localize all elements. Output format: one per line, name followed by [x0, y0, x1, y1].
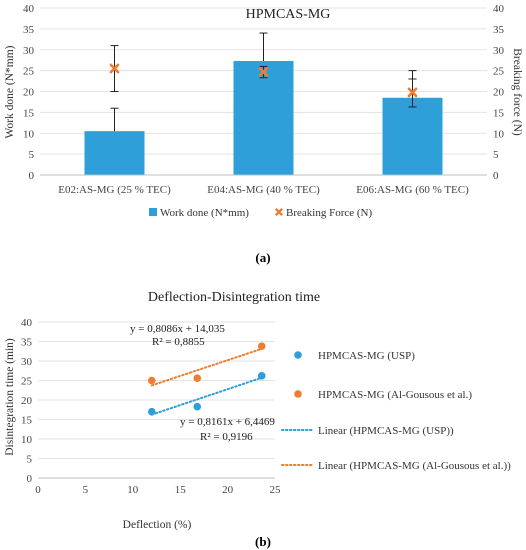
chart-a-category-label: E06:AS-MG (60 % TEC) — [356, 184, 469, 196]
chart-b-y-axis-label: Disintegration time (min) — [4, 338, 16, 456]
chart-a-category-labels: E02:AS-MG (25 % TEC) E04:AS-MG (40 % TEC)… — [58, 184, 469, 196]
chart-a-y2-axis-label: Breaking force (N) — [511, 48, 523, 136]
chart-b-trendline — [150, 347, 263, 387]
chart-b-trendlines — [150, 347, 263, 416]
chart-b-r2-orange: R² = 0,8855 — [152, 336, 205, 348]
chart-b-x-tick: 25 — [270, 484, 282, 496]
chart-a-bar — [84, 131, 145, 175]
chart-b-x-tick: 15 — [175, 484, 187, 496]
chart-a-y2-tick: 5 — [493, 149, 499, 161]
chart-a-y2-tick: 20 — [493, 87, 505, 99]
chart-b-x-tick-labels: 0 5 10 15 20 25 — [35, 484, 281, 496]
chart-a-y2-tick: 40 — [493, 3, 505, 15]
chart-b-point — [147, 376, 156, 385]
chart-b-equation-blue: y = 0,8161x + 6,4469 — [180, 416, 275, 428]
chart-a-y-tick: 25 — [23, 66, 35, 78]
chart-a-legend-label-force: Breaking Force (N) — [286, 207, 372, 219]
chart-a-bars — [84, 61, 443, 175]
chart-b-y-tick: 35 — [21, 337, 33, 349]
chart-a-y-tick: 0 — [29, 170, 35, 182]
chart-a-legend-swatch-work — [149, 208, 157, 216]
chart-a-bar — [233, 61, 294, 175]
scatter-chart-deflection: Deflection-Disintegration time 0 5 10 15 20 2… — [4, 290, 511, 549]
chart-a-y2-tick: 35 — [493, 24, 505, 36]
chart-a-y-axis-label: Work done (N*mm) — [4, 45, 16, 138]
chart-a-y2-tick: 15 — [493, 107, 505, 119]
chart-a-legend-label-work: Work done (N*mm) — [160, 207, 249, 219]
chart-b-x-axis-label: Deflection (%) — [123, 519, 192, 531]
chart-a-force-marker-stroke — [407, 87, 418, 98]
chart-b-y-tick: 25 — [21, 376, 33, 388]
chart-a-title: HPMCAS-MG — [246, 7, 331, 22]
chart-b-y-tick-labels: 0 5 10 15 20 25 30 35 40 — [21, 317, 33, 485]
chart-b-point — [147, 407, 156, 416]
chart-a-y2-tick: 25 — [493, 66, 505, 78]
chart-a-legend-swatch-force — [274, 207, 284, 217]
chart-a-y2-tick-labels: 0 5 10 15 20 25 30 35 40 — [493, 3, 505, 182]
chart-b-y-tick: 30 — [21, 356, 33, 368]
chart-b-y-tick: 15 — [21, 415, 33, 427]
chart-a-y-tick: 40 — [23, 3, 35, 15]
chart-b-legend-label: HPMCAS-MG (USP) — [318, 350, 415, 362]
chart-a-y-tick: 5 — [29, 149, 35, 161]
chart-b-x-tick: 5 — [83, 484, 89, 496]
chart-a-y2-tick: 30 — [493, 45, 505, 57]
chart-b-y-tick: 10 — [21, 434, 33, 446]
chart-a-force-marker-stroke — [109, 63, 120, 74]
chart-b-r2-blue: R² = 0,9196 — [200, 431, 253, 443]
chart-a-legend: Work done (N*mm) Breaking Force (N) — [149, 207, 372, 219]
chart-a-y2-tick: 0 — [493, 170, 499, 182]
chart-b-gridlines — [38, 321, 275, 459]
chart-a-y-tick: 15 — [23, 107, 35, 119]
chart-b-legend-swatch — [294, 351, 302, 359]
chart-b-legend: HPMCAS-MG (USP) HPMCAS-MG (Al-Gousous et … — [281, 350, 511, 472]
chart-a-force-marker — [258, 66, 269, 77]
chart-a-y-tick: 20 — [23, 87, 35, 99]
chart-a-category-label: E02:AS-MG (25 % TEC) — [58, 184, 171, 196]
chart-a-y2-tick: 10 — [493, 128, 505, 140]
chart-b-point — [193, 402, 202, 411]
chart-a-force-marker — [407, 87, 418, 98]
bar-chart-work-done: HPMCAS-MG 0 5 10 15 20 25 30 35 40 0 5 10 15 20 25 30 3… — [4, 3, 523, 265]
chart-b-legend-swatch — [294, 390, 302, 398]
chart-b-y-tick: 20 — [21, 395, 33, 407]
chart-b-x-tick: 10 — [127, 484, 139, 496]
chart-b-point — [193, 374, 202, 382]
chart-b-y-tick: 5 — [27, 454, 33, 466]
chart-a-category-label: E04:AS-MG (40 % TEC) — [207, 184, 320, 196]
chart-b-legend-label: Linear (HPMCAS-MG (Al-Gousous et al.)) — [318, 460, 511, 472]
chart-b-point — [257, 342, 266, 350]
chart-a-y-tick: 35 — [23, 24, 35, 36]
chart-b-x-tick: 20 — [222, 484, 234, 496]
chart-b-points — [147, 342, 266, 416]
chart-a-y-tick: 10 — [23, 128, 35, 140]
chart-a-force-marker — [109, 63, 120, 74]
chart-b-caption: (b) — [255, 534, 271, 549]
chart-a-bar — [382, 97, 443, 175]
chart-b-point — [257, 372, 266, 380]
chart-b-y-tick: 40 — [21, 317, 33, 329]
chart-b-legend-label: HPMCAS-MG (Al-Gousous et al.) — [318, 389, 472, 401]
chart-b-trendline — [150, 376, 263, 416]
chart-a-force-marker-stroke — [258, 66, 269, 77]
chart-a-y-tick: 30 — [23, 45, 35, 57]
chart-b-title: Deflection-Disintegration time — [148, 290, 320, 305]
chart-b-x-tick: 0 — [35, 484, 41, 496]
chart-b-y-tick: 0 — [27, 473, 33, 485]
chart-b-equation-orange: y = 0,8086x + 14,035 — [130, 323, 225, 335]
chart-a-force-markers — [109, 63, 418, 98]
chart-b-legend-label: Linear (HPMCAS-MG (USP)) — [318, 425, 454, 437]
chart-a-y-tick-labels: 0 5 10 15 20 25 30 35 40 — [23, 3, 35, 182]
chart-a-caption: (a) — [255, 250, 270, 265]
